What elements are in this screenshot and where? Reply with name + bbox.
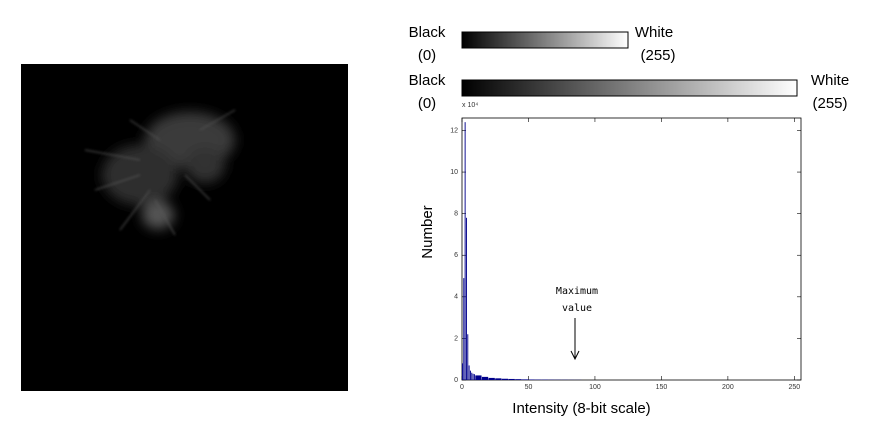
scale-right-label: White [635,24,673,41]
x-tick-label: 50 [525,384,533,391]
y-tick-label: 6 [454,252,458,259]
bar [481,376,489,380]
scale-right-label: White [811,72,849,89]
bar [515,379,522,380]
scale-left-label: Black [409,24,446,41]
y-tick-label: 4 [454,294,458,301]
x-axis-label: Intensity (8-bit scale) [512,400,650,417]
bar [488,377,495,380]
bar [471,372,473,380]
scale-right-label: (255) [640,47,675,64]
bar [469,370,471,380]
bar [475,375,482,380]
x-tick-label: 0 [460,384,464,391]
scale-left-label: Black [409,72,446,89]
bar [467,334,469,380]
bar [521,379,529,380]
y-multiplier: x 10⁴ [462,102,478,109]
annotation-arrowhead [570,350,580,361]
y-axis-label: Number [419,205,436,258]
x-tick-label: 250 [789,384,801,391]
bar [468,365,470,380]
bar [508,378,515,380]
bar [472,373,474,380]
y-tick-label: 10 [450,169,458,176]
x-tick-label: 150 [656,384,668,391]
bar [501,378,509,380]
annotation-text: value [562,303,592,314]
gradient-bar [461,31,629,49]
annotation-text: Maximum [556,286,598,297]
y-tick-label: 2 [454,335,458,342]
bar [463,278,465,380]
scale-left-label: (0) [418,47,436,64]
bar [462,363,463,380]
scale-right-label: (255) [812,95,847,112]
bar [528,379,535,380]
cell-image [21,64,348,391]
y-tick-label: 12 [450,127,458,134]
gradient-bar [461,79,798,97]
x-tick-label: 100 [589,384,601,391]
plot-area [461,117,802,381]
y-tick-label: 8 [454,210,458,217]
bar [495,378,502,380]
bar [464,122,466,381]
bar [465,217,467,380]
scale-left-label: (0) [418,95,436,112]
x-tick-label: 200 [722,384,734,391]
y-tick-label: 0 [454,377,458,384]
bar [473,374,475,380]
